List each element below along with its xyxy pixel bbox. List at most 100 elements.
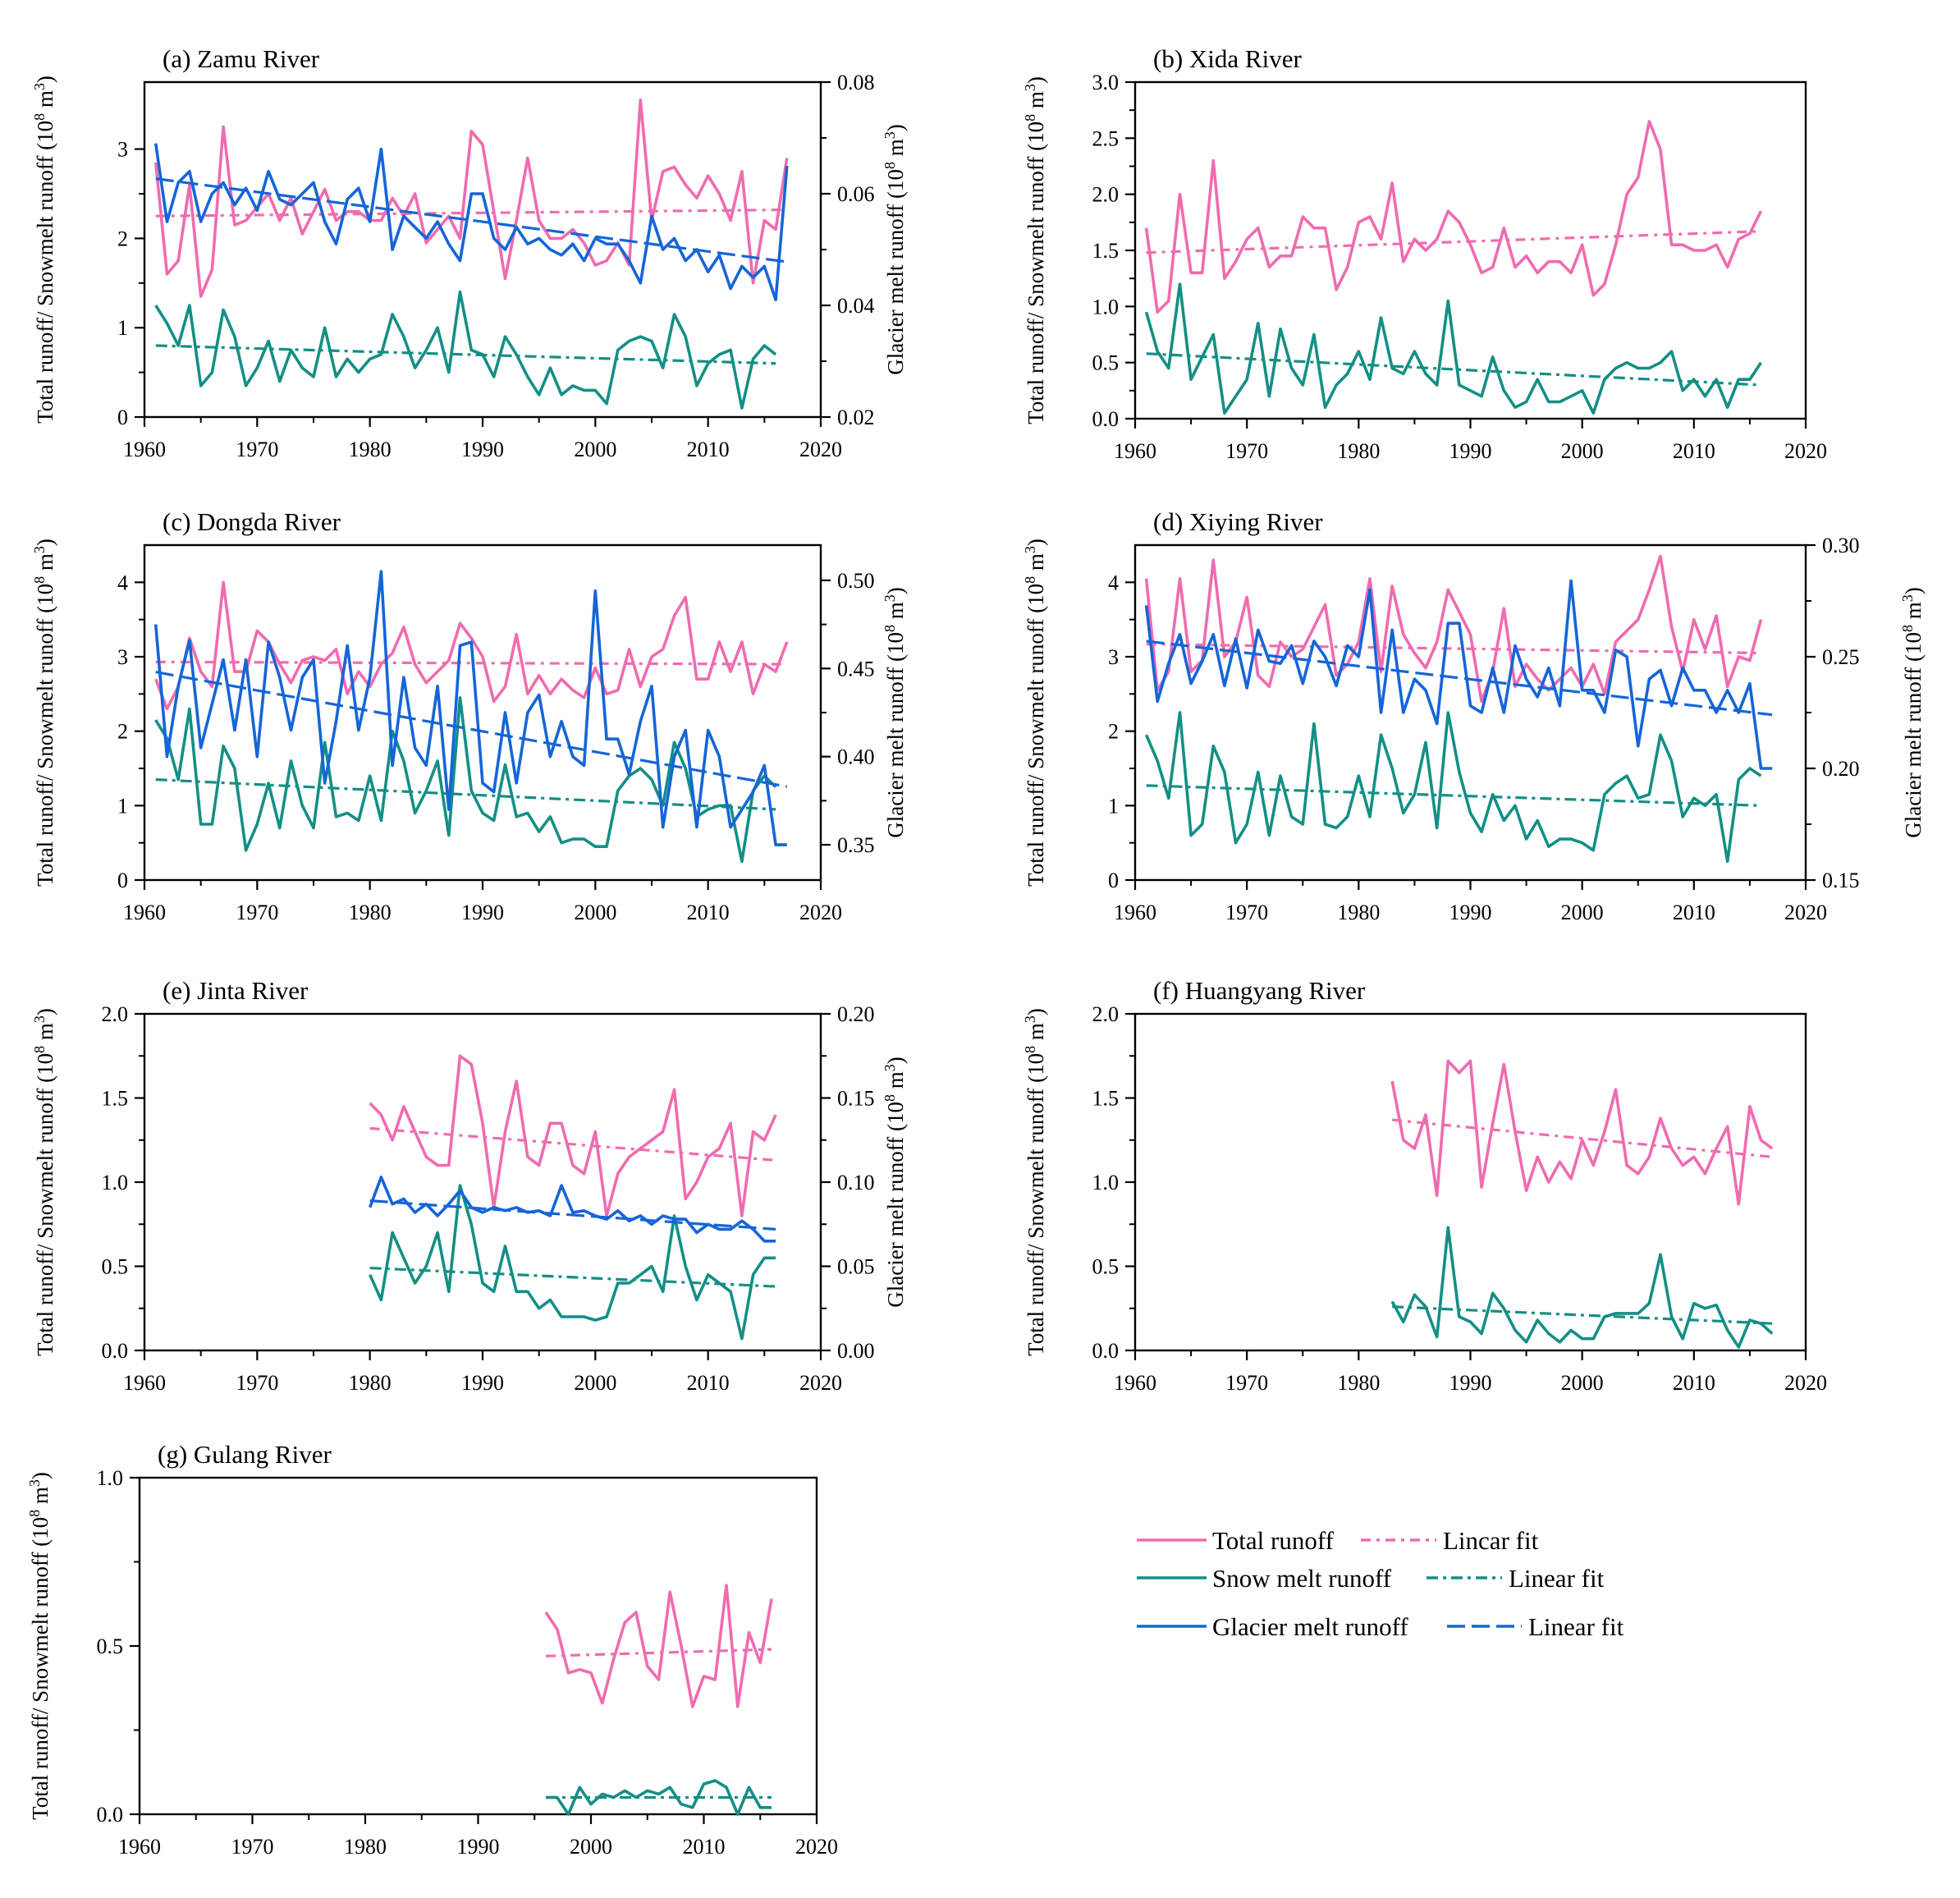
x-tick-label: 2000 xyxy=(574,1371,616,1395)
y2-tick-label: 0.45 xyxy=(837,657,875,681)
y-axis-title: Total runoff/ Snowmelt runoff (108 m3) xyxy=(31,76,57,424)
panel-title: (c) Dongda River xyxy=(163,507,341,536)
y-tick-label: 3 xyxy=(1108,645,1119,669)
x-tick-label: 2020 xyxy=(799,438,842,461)
total-runoff-line xyxy=(544,1584,773,1708)
x-tick-label: 2000 xyxy=(1561,1371,1604,1395)
legend-glacier-fit-label: Linear fit xyxy=(1528,1612,1624,1641)
y-axis-title: Total runoff/ Snowmelt runoff (108 m3) xyxy=(26,1472,53,1820)
x-tick-label: 1990 xyxy=(1449,1371,1492,1395)
snow-melt-runoff-line xyxy=(1390,1226,1774,1349)
y-axis-title-text: Total runoff/ Snowmelt runoff (10 xyxy=(33,584,57,887)
y-axis-title-close: ) xyxy=(28,1472,53,1479)
y2-tick-label: 0.50 xyxy=(837,569,875,593)
y-axis-title-unit: m xyxy=(1024,91,1048,114)
y-tick-label: 1.5 xyxy=(102,1087,129,1111)
y-axis-title-close: ) xyxy=(1024,76,1048,84)
y-tick-label: 0.5 xyxy=(97,1634,124,1658)
y-tick-label: 0 xyxy=(117,869,128,892)
y-axis-title-exp: 8 xyxy=(1022,1046,1038,1053)
y-axis-title-unit: m xyxy=(28,1487,53,1510)
panel-f: (f) Huangyang River 1960 1970 1980 1990 2000 2… xyxy=(1022,976,1827,1395)
y-tick-label: 4 xyxy=(1108,571,1119,594)
y-tick-label: 1.0 xyxy=(1092,295,1120,319)
y-axis-title-text: Total runoff/ Snowmelt runoff (10 xyxy=(1024,121,1048,424)
y-tick-label: 3 xyxy=(117,645,128,669)
y-axis-title-text: Total runoff/ Snowmelt runoff (10 xyxy=(33,1053,57,1356)
y-axis-title-unit: m xyxy=(1024,553,1048,576)
total-runoff-linear-fit xyxy=(155,660,787,666)
x-tick-label: 1970 xyxy=(236,438,278,461)
x-tick-label: 2010 xyxy=(1673,901,1715,924)
snow-melt-runoff-line xyxy=(1144,711,1762,864)
y-tick-label: 0.0 xyxy=(1092,1339,1120,1363)
y2-axis-title-text: Glacier melt runoff (10 xyxy=(883,632,908,838)
y-axis-title: Total runoff/ Snowmelt runoff (108 m3) xyxy=(31,1008,57,1356)
y-axis-title-unit: m xyxy=(1024,1023,1048,1046)
x-tick-label: 2010 xyxy=(687,901,730,924)
y2-axis-title-text: Glacier melt runoff (10 xyxy=(1901,632,1926,838)
x-tick-label: 2000 xyxy=(1561,901,1604,924)
y-tick-label: 2.0 xyxy=(102,1002,129,1026)
y-axis-title-unit: m xyxy=(33,553,57,576)
y-tick-label: 1.0 xyxy=(102,1171,129,1194)
x-tick-label: 1980 xyxy=(1337,1371,1380,1395)
snow-melt-runoff-linear-fit xyxy=(1146,352,1761,387)
y-tick-label: 0.5 xyxy=(1092,1255,1120,1279)
y2-axis-title-text: Glacier melt runoff (10 xyxy=(883,1102,908,1308)
y-axis-title-exp: 8 xyxy=(26,1510,43,1517)
glacier-melt-runoff-linear-fit xyxy=(1146,640,1773,717)
y2-tick-label: 0.05 xyxy=(837,1255,875,1279)
y2-axis-title-exp: 8 xyxy=(882,625,898,632)
snow-melt-runoff-linear-fit xyxy=(1392,1305,1773,1325)
x-tick-label: 1970 xyxy=(1225,901,1268,924)
y-tick-label: 1 xyxy=(117,316,128,340)
y2-tick-label: 0.20 xyxy=(837,1002,875,1026)
y2-axis-title-unit: m xyxy=(1901,602,1926,625)
y2-tick-label: 0.08 xyxy=(837,71,875,94)
snow-melt-runoff-linear-fit xyxy=(155,344,776,365)
y-tick-label: 1.0 xyxy=(1092,1171,1120,1194)
plot-frame xyxy=(143,80,822,419)
y2-tick-label: 0.06 xyxy=(837,182,875,206)
glacier-melt-runoff-line xyxy=(369,1176,776,1243)
x-tick-label: 2020 xyxy=(1784,439,1827,463)
legend-total-fit-label: Lincar fit xyxy=(1443,1526,1539,1555)
y2-axis-title-exp: 8 xyxy=(1899,625,1916,632)
x-tick-label: 1970 xyxy=(1225,1371,1268,1395)
panel-title: (g) Gulang River xyxy=(158,1440,332,1469)
y2-axis-title-cube: 3 xyxy=(882,1064,898,1071)
y2-axis-title-exp: 8 xyxy=(882,1094,898,1102)
x-tick-label: 1990 xyxy=(457,1835,500,1859)
y-axis-title-close: ) xyxy=(33,1008,57,1015)
y-tick-label: 0.0 xyxy=(102,1339,129,1363)
x-tick-label: 2020 xyxy=(1784,901,1827,924)
y-axis-title-exp: 8 xyxy=(1022,576,1038,584)
y2-tick-label: 0.10 xyxy=(837,1171,875,1194)
y2-axis-title-unit: m xyxy=(883,602,908,625)
x-tick-label: 2020 xyxy=(795,1835,838,1859)
glacier-melt-runoff-line xyxy=(1144,579,1773,770)
panel-title: (a) Zamu River xyxy=(163,44,320,73)
legend: Total runoff Lincar fit Snow melt runoff Li… xyxy=(1137,1526,1624,1641)
y-axis-title-text: Total runoff/ Snowmelt runoff (10 xyxy=(33,121,57,424)
y-tick-label: 3 xyxy=(117,138,128,162)
glacier-melt-runoff-line xyxy=(153,143,789,302)
y-tick-label: 1.5 xyxy=(1092,1087,1120,1111)
y2-tick-label: 0.25 xyxy=(1822,645,1860,669)
y-tick-label: 2 xyxy=(117,720,128,744)
total-runoff-linear-fit xyxy=(155,208,787,218)
y-axis-title-cube: 3 xyxy=(1022,84,1038,91)
snow-melt-runoff-line xyxy=(546,1779,772,1816)
y-tick-label: 0 xyxy=(117,406,128,429)
y-axis-title-close: ) xyxy=(1024,1008,1048,1015)
x-tick-label: 2020 xyxy=(799,1371,842,1395)
y-tick-label: 2 xyxy=(1108,720,1119,744)
y-tick-label: 0.5 xyxy=(1092,351,1120,375)
x-tick-label: 2000 xyxy=(574,901,616,924)
y-axis-title: Total runoff/ Snowmelt runoff (108 m3) xyxy=(1022,76,1048,424)
legend-snow-fit-label: Linear fit xyxy=(1509,1564,1605,1593)
y-axis-title-cube: 3 xyxy=(31,546,48,553)
total-runoff-linear-fit xyxy=(1392,1118,1773,1158)
y2-axis-title-close: ) xyxy=(1901,587,1926,594)
